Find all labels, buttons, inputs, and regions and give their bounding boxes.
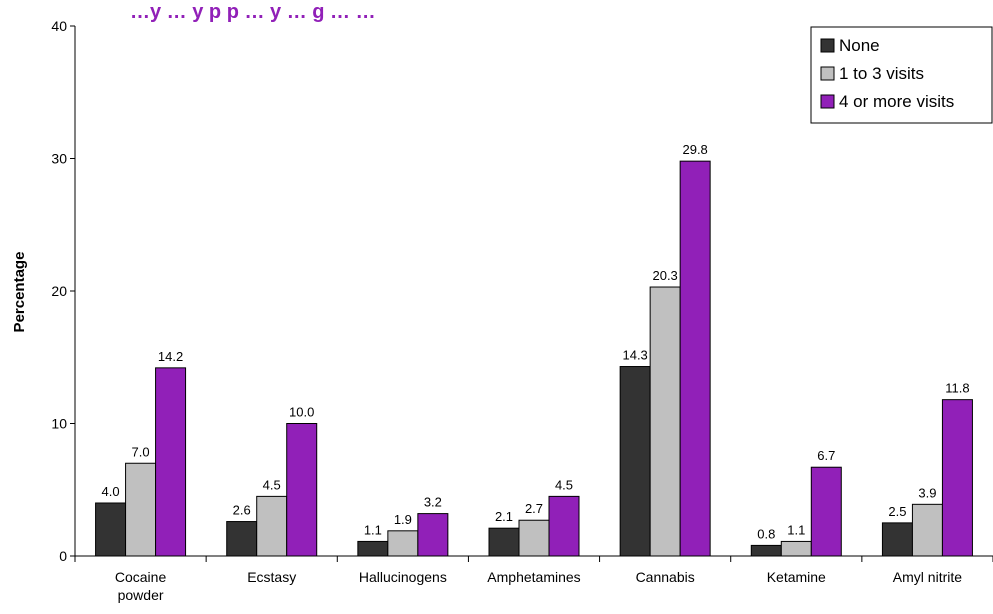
bar bbox=[125, 462, 157, 557]
data-label: 6.7 bbox=[817, 448, 835, 463]
bar bbox=[518, 519, 550, 557]
bar bbox=[357, 540, 389, 557]
bar bbox=[881, 522, 913, 557]
bar bbox=[155, 367, 187, 557]
data-label: 4.5 bbox=[555, 477, 573, 492]
data-label: 10.0 bbox=[289, 405, 314, 420]
x-tick-label: Amyl nitrite bbox=[893, 569, 962, 585]
legend-swatch bbox=[820, 66, 835, 81]
bars-group bbox=[95, 160, 973, 557]
data-label: 2.5 bbox=[888, 504, 906, 519]
bar bbox=[750, 544, 782, 557]
legend-label: 1 to 3 visits bbox=[839, 64, 924, 83]
bar bbox=[619, 366, 651, 557]
bar bbox=[780, 540, 812, 557]
bar bbox=[810, 466, 842, 557]
bar bbox=[95, 502, 127, 557]
legend-label: 4 or more visits bbox=[839, 92, 954, 111]
x-tick-label: Cocaine powder bbox=[115, 569, 167, 603]
bar bbox=[488, 527, 520, 557]
data-label: 1.1 bbox=[787, 522, 805, 537]
data-label: 1.1 bbox=[364, 522, 382, 537]
data-label: 3.9 bbox=[918, 485, 936, 500]
bar bbox=[649, 286, 681, 557]
bar bbox=[417, 513, 449, 557]
legend-box bbox=[810, 26, 993, 124]
bar bbox=[256, 495, 288, 557]
bar bbox=[679, 160, 711, 557]
x-tick-label: Amphetamines bbox=[487, 569, 580, 585]
data-label: 2.7 bbox=[525, 501, 543, 516]
y-tick-label: 30 bbox=[51, 151, 67, 167]
data-label: 29.8 bbox=[682, 142, 707, 157]
legend-label: None bbox=[839, 36, 880, 55]
data-labels-group: 4.0 7.0 14.2 2.6 4.5 10.0 1.1 1.9 3.2 2.1 2.7 4.5 14… bbox=[102, 142, 970, 541]
y-tick-label: 0 bbox=[59, 548, 67, 564]
data-label: 1.9 bbox=[394, 512, 412, 527]
x-tick-label: Cannabis bbox=[636, 569, 695, 585]
x-tick-labels-group: Cocaine powder Ecstasy Hallucinogens Ampheta… bbox=[115, 569, 962, 603]
x-tick-label: Ecstasy bbox=[247, 569, 296, 585]
legend-swatch bbox=[820, 94, 835, 109]
data-label: 2.6 bbox=[233, 503, 251, 518]
bar bbox=[911, 503, 943, 557]
x-tick-label: Ketamine bbox=[767, 569, 826, 585]
y-tick-label: 20 bbox=[51, 283, 67, 299]
y-tick-label: 10 bbox=[51, 416, 67, 432]
data-label: 4.0 bbox=[102, 484, 120, 499]
legend: None 1 to 3 visits 4 or more visits bbox=[810, 26, 993, 124]
chart-title: …y … y p p … y … g … … bbox=[130, 1, 376, 23]
data-label: 14.2 bbox=[158, 349, 183, 364]
data-label: 3.2 bbox=[424, 495, 442, 510]
bar bbox=[226, 521, 258, 557]
y-tick-label: 40 bbox=[51, 18, 67, 34]
data-label: 11.8 bbox=[945, 381, 969, 396]
data-label: 4.5 bbox=[263, 477, 281, 492]
legend-swatch bbox=[820, 38, 835, 53]
bar bbox=[286, 423, 318, 557]
data-label: 14.3 bbox=[622, 348, 647, 363]
bar bbox=[941, 399, 973, 557]
data-label: 20.3 bbox=[652, 268, 677, 283]
bar bbox=[387, 530, 419, 557]
x-tick-label: Hallucinogens bbox=[359, 569, 447, 585]
y-axis-label: Percentage bbox=[11, 252, 28, 333]
data-label: 0.8 bbox=[757, 526, 775, 541]
bar bbox=[548, 495, 580, 557]
data-label: 2.1 bbox=[495, 509, 513, 524]
data-label: 7.0 bbox=[132, 444, 150, 459]
